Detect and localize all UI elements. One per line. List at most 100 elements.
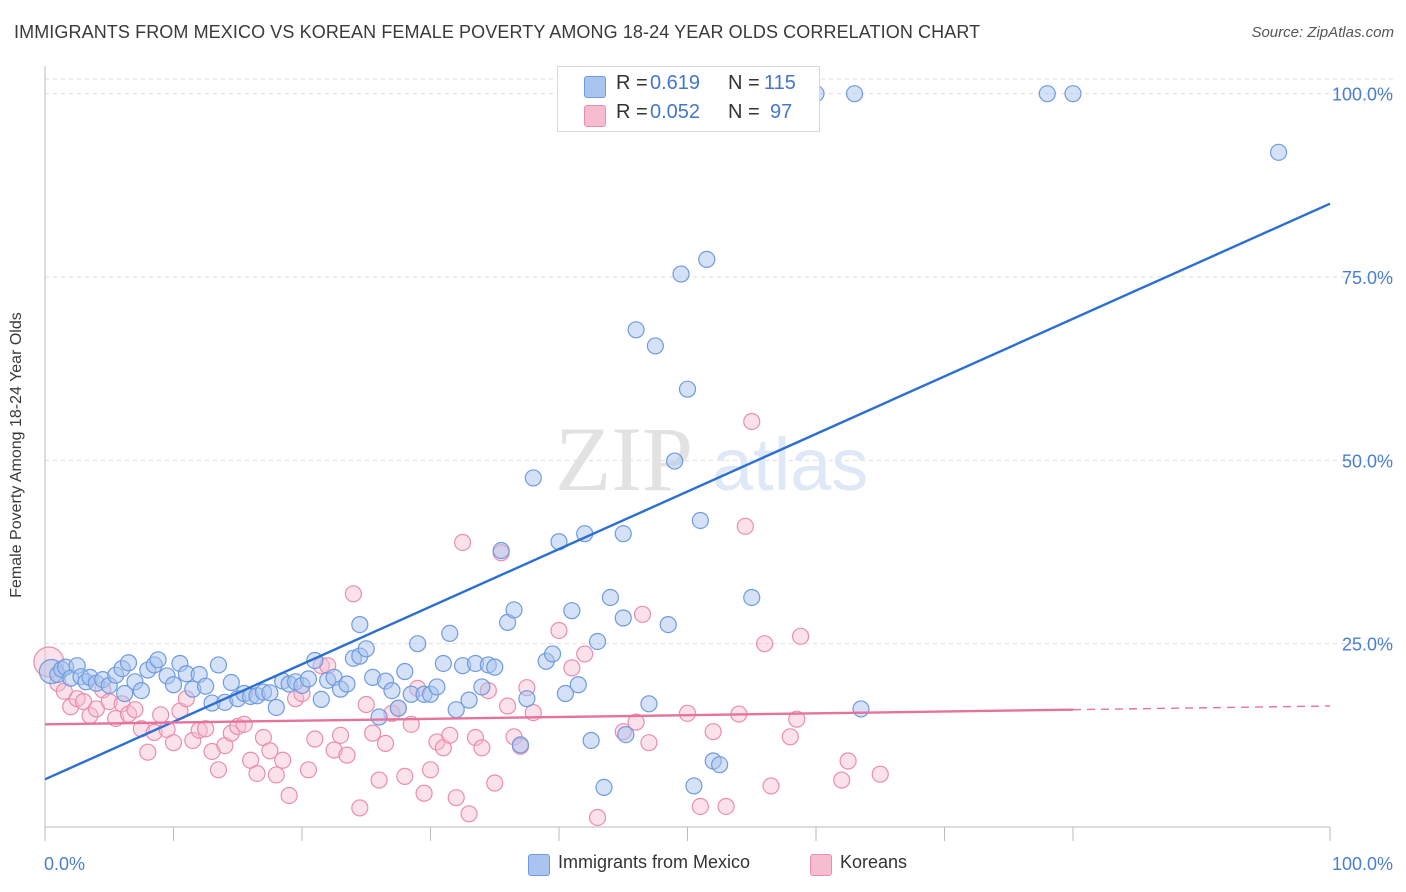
korean-point — [152, 706, 170, 724]
korean-point — [691, 797, 709, 816]
korean-point — [331, 726, 350, 744]
trend-lines — [44, 202, 1331, 781]
mexico-point — [646, 337, 664, 355]
mexico-point — [261, 684, 279, 702]
korean-point — [415, 784, 433, 802]
mexico-point — [473, 678, 491, 696]
korean-point — [833, 771, 851, 789]
mexico-point — [441, 624, 459, 643]
korean-point — [762, 777, 780, 795]
mexico-point — [486, 658, 504, 676]
korean-point — [344, 585, 362, 603]
legend-row-mexico: R = 0.619 N = 115 — [558, 72, 819, 100]
mexico-point — [396, 662, 414, 681]
mexico-point — [383, 681, 401, 700]
korean-point — [447, 789, 465, 807]
gridlines — [45, 78, 1395, 645]
korean-point — [486, 774, 504, 792]
y-tick-label: 75.0% — [1342, 268, 1393, 288]
mexico-point — [389, 699, 407, 717]
mexico-point — [556, 684, 575, 703]
korean-point — [441, 726, 459, 744]
korean-point — [306, 730, 324, 748]
legend: R = 0.619 N = 115 R = 0.052 N = 97 — [557, 66, 820, 132]
mexico-point — [698, 250, 716, 268]
mexico-point — [666, 452, 684, 470]
korean-point — [755, 635, 774, 653]
korean-point — [791, 627, 810, 645]
mexico-point — [711, 756, 729, 774]
mexico-point — [582, 731, 600, 750]
korean-point — [248, 764, 266, 783]
korean-point — [126, 701, 144, 719]
mexico-point — [678, 380, 697, 398]
mexico-point — [601, 588, 620, 607]
korean-point — [717, 797, 735, 816]
mexico-point — [492, 541, 510, 560]
korean-point — [640, 734, 658, 752]
bottom-legend-label: Koreans — [840, 852, 908, 872]
mexico-point — [685, 777, 703, 795]
y-tick-label: 25.0% — [1342, 635, 1393, 655]
bottom-legend-swatch-blue — [528, 854, 550, 876]
mexico-point — [505, 601, 523, 619]
mexico-point — [595, 778, 613, 797]
korean-point — [788, 710, 806, 728]
legend-r-value: 0.619 — [650, 72, 701, 94]
legend-r-label: R = — [616, 101, 648, 123]
mexico-point — [222, 673, 240, 692]
mexico-point — [209, 656, 228, 674]
korean-point — [396, 767, 414, 786]
mexico-point — [434, 654, 452, 673]
mexico-point — [743, 588, 761, 607]
mexico-point — [1038, 85, 1056, 103]
korean-point — [563, 659, 581, 677]
mexico-point — [563, 602, 581, 620]
legend-n-value: 115 — [764, 72, 796, 94]
watermark: ZIP atlas — [555, 408, 868, 510]
korean-point — [338, 746, 356, 764]
mexico-point — [460, 691, 478, 709]
mexico-point — [543, 645, 562, 663]
mexico-point — [409, 635, 427, 653]
korean-point — [261, 742, 279, 760]
mexico-point — [588, 632, 607, 651]
x-tick-label: 0.0% — [44, 854, 85, 874]
mexico-point — [312, 690, 330, 709]
korean-point — [460, 805, 478, 823]
legend-n-label: N = — [728, 101, 760, 123]
legend-row-koreans: R = 0.052 N = 97 — [558, 101, 819, 129]
bottom-legend-swatch-pink — [810, 854, 832, 876]
watermark-atlas: atlas — [712, 423, 868, 506]
legend-r-label: R = — [616, 72, 648, 94]
mexico-point — [511, 736, 530, 754]
korean-point — [325, 741, 343, 759]
legend-n-label: N = — [728, 72, 760, 94]
mexico-point — [357, 640, 375, 658]
korean-point — [184, 731, 202, 750]
mexico-point — [370, 708, 388, 726]
chart-title: IMMIGRANTS FROM MEXICO VS KOREAN FEMALE … — [14, 22, 981, 42]
legend-r-value: 0.052 — [650, 101, 701, 123]
mexico-point — [672, 265, 690, 283]
korean-point — [87, 700, 106, 718]
korean-point — [351, 799, 369, 817]
korean-point — [499, 697, 517, 715]
korean-point — [454, 533, 472, 552]
korean-point — [736, 517, 754, 535]
korean-point — [704, 723, 722, 741]
mexico-point — [1269, 143, 1288, 161]
korean-point — [678, 704, 697, 722]
mexico-trend-line — [44, 202, 1331, 781]
korean-point — [209, 761, 228, 779]
mexico-point — [132, 681, 150, 700]
korean-point — [376, 734, 395, 753]
bottom-legend-label: Immigrants from Mexico — [558, 852, 751, 872]
korean-trend-line — [44, 708, 1074, 726]
mexico-point — [524, 469, 542, 487]
korean-point — [550, 621, 568, 640]
legend-n-value: 97 — [770, 101, 793, 123]
korean-point — [839, 752, 857, 770]
korean-point — [421, 761, 440, 779]
x-tick-label: 100.0% — [1332, 854, 1393, 874]
